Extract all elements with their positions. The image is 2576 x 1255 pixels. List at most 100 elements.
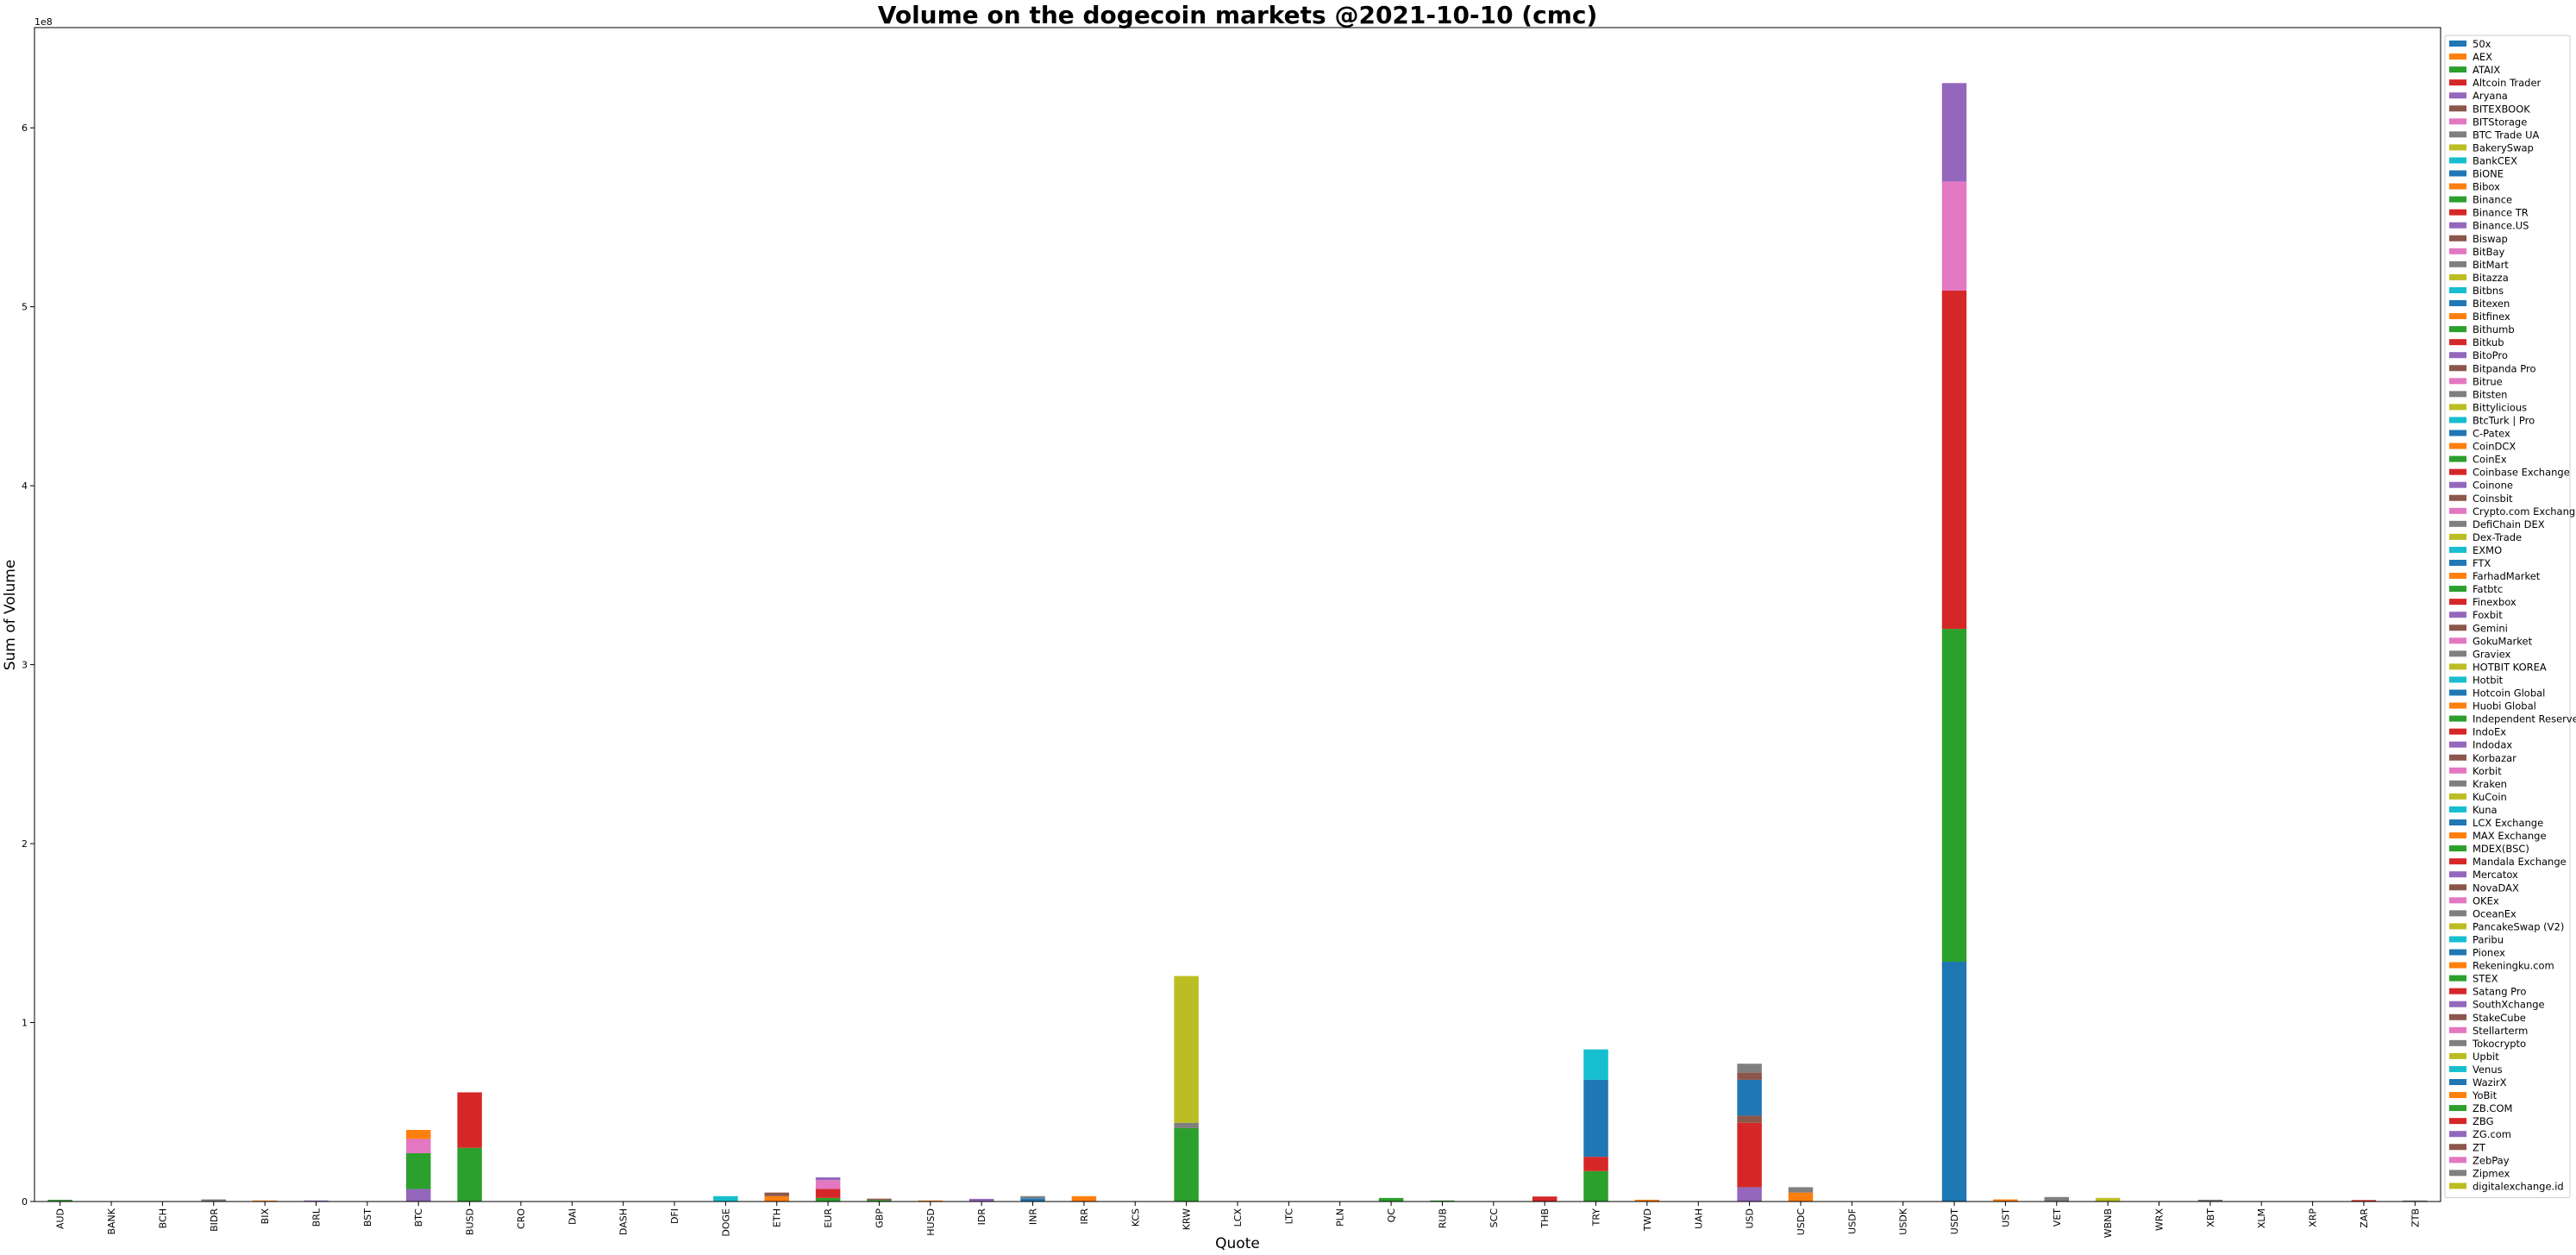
legend-swatch (2449, 962, 2466, 969)
legend-swatch (2449, 560, 2466, 566)
legend-entry: ZBG (2473, 1115, 2493, 1127)
legend-swatch (2449, 573, 2466, 580)
bar-segment-INR-7 (1020, 1195, 1045, 1199)
legend-swatch (2449, 599, 2466, 606)
x-tick-label: WBNB (2103, 1208, 2114, 1238)
x-tick-label: USDT (1949, 1208, 1960, 1235)
legend-swatch (2449, 728, 2466, 735)
legend-swatch (2449, 352, 2466, 359)
bar-segment-KRW-78 (1174, 976, 1199, 1123)
bar-segment-USD-45 (1737, 1072, 1762, 1080)
legend-entry: OKEx (2473, 894, 2499, 907)
legend-swatch (2449, 1131, 2466, 1138)
legend-entry: Biswap (2473, 233, 2508, 245)
legend-entry: STEX (2473, 973, 2498, 985)
bar-segment-EUR-36 (815, 1180, 841, 1189)
x-tick-label: TRY (1591, 1208, 1602, 1227)
bar-segment-USDT-6 (1941, 181, 1967, 291)
bar-segment-ETH-21 (764, 1195, 789, 1202)
bar-segment-BUSD-13 (457, 1092, 482, 1148)
legend-entry: Coinone (2473, 480, 2513, 492)
legend-entry: CoinDCX (2473, 441, 2516, 453)
legend-swatch (2449, 105, 2466, 112)
legend-swatch (2449, 1079, 2466, 1085)
legend-entry: Bitbns (2473, 285, 2504, 297)
legend-swatch (2449, 988, 2466, 995)
x-tick-label: BST (362, 1208, 373, 1227)
bar-segment-USDT-4 (1941, 83, 1967, 182)
x-tick-label: DAI (567, 1208, 578, 1225)
legend-swatch (2449, 507, 2466, 514)
legend-entry: MAX Exchange (2473, 830, 2547, 842)
bar-segment-WBNB-68 (2095, 1197, 2121, 1202)
legend-entry: NovaDAX (2473, 882, 2519, 894)
legend-swatch (2449, 494, 2466, 501)
legend-swatch (2449, 157, 2466, 164)
legend-swatch (2449, 936, 2466, 943)
legend-swatch (2449, 637, 2466, 644)
x-tick-label: IRR (1079, 1208, 1090, 1225)
legend-swatch (2449, 1052, 2466, 1059)
legend-entry: Huobi Global (2473, 700, 2536, 712)
legend-entry: Bitrue (2473, 375, 2503, 387)
x-tick-label: USDF (1846, 1208, 1858, 1234)
legend-entry: LCX Exchange (2473, 817, 2543, 829)
x-tick-label: INR (1028, 1208, 1039, 1225)
legend-entry: DefiChain DEX (2473, 518, 2545, 530)
legend-swatch (2449, 702, 2466, 709)
x-tick-label: LTC (1283, 1208, 1294, 1225)
legend-swatch (2449, 1039, 2466, 1046)
plot-area: AUD BANK BCH BIDR BIX BRL BST BTC BUSD CRO DAI DASH… (22, 27, 2441, 1238)
legend-swatch (2449, 897, 2466, 904)
x-tick-label: GBP (874, 1208, 885, 1228)
x-tick-label: XLM (2256, 1208, 2267, 1228)
bar-segment-KRW-12 (1174, 1127, 1199, 1202)
legend-swatch (2449, 417, 2466, 424)
x-tick-label: CRO (516, 1208, 527, 1229)
x-tick-label: LCX (1232, 1208, 1244, 1227)
y-scale-label: 1e8 (34, 16, 53, 28)
legend-swatch (2449, 1157, 2466, 1164)
legend-swatch (2449, 222, 2466, 229)
bar-segment-EUR-12 (815, 1197, 841, 1202)
legend-entry: Finexbox (2473, 596, 2516, 608)
legend-swatch (2449, 975, 2466, 982)
legend-entry: Tokocrypto (2472, 1038, 2526, 1050)
legend-swatch (2449, 118, 2466, 125)
legend-entry: YoBit (2472, 1089, 2498, 1101)
legend-entry: Independent Reserve (2473, 713, 2576, 725)
legend-entry: FTX (2473, 557, 2491, 569)
legend-entry: ZG.com (2473, 1128, 2511, 1140)
legend-swatch (2449, 442, 2466, 449)
bar-segment-USDT-0 (1941, 961, 1967, 1202)
legend-entry: GokuMarket (2473, 635, 2533, 647)
bar-segment-BIDR-77 (201, 1199, 227, 1202)
bar-segment-UST-51 (1993, 1199, 2018, 1202)
bar-segment-USDT-3 (1941, 290, 1967, 630)
legend-swatch (2449, 650, 2466, 657)
bar-segment-QC-82 (1378, 1197, 1404, 1202)
legend-swatch (2449, 248, 2466, 254)
y-tick-label: 0 (22, 1196, 28, 1208)
legend-entry: BTC Trade UA (2473, 129, 2539, 141)
bar-segment-INR-80 (1020, 1198, 1045, 1202)
legend-swatch (2449, 365, 2466, 372)
x-tick-label: DFI (669, 1208, 680, 1224)
legend-swatch (2449, 741, 2466, 748)
legend-entry: Korbit (2473, 765, 2502, 777)
legend-entry: Kuna (2473, 804, 2498, 816)
legend-entry: Mercatox (2473, 869, 2518, 881)
bar-segment-BRL-44 (304, 1200, 329, 1202)
bar-segment-DOGE-29 (713, 1195, 738, 1202)
bar-segment-USDC-7 (1788, 1187, 1814, 1193)
legend-swatch (2449, 832, 2466, 839)
legend-swatch (2449, 1144, 2466, 1151)
legend-entry: ZB.COM (2473, 1102, 2512, 1114)
legend-entry: BiONE (2473, 168, 2504, 180)
legend-swatch (2449, 586, 2466, 593)
y-tick-label: 4 (22, 480, 28, 492)
x-tick-label: DASH (618, 1208, 630, 1235)
bar-segment-IRR-1 (1071, 1195, 1097, 1202)
x-tick-label: RUB (1437, 1208, 1448, 1228)
x-tick-label: ZAR (2359, 1208, 2370, 1228)
